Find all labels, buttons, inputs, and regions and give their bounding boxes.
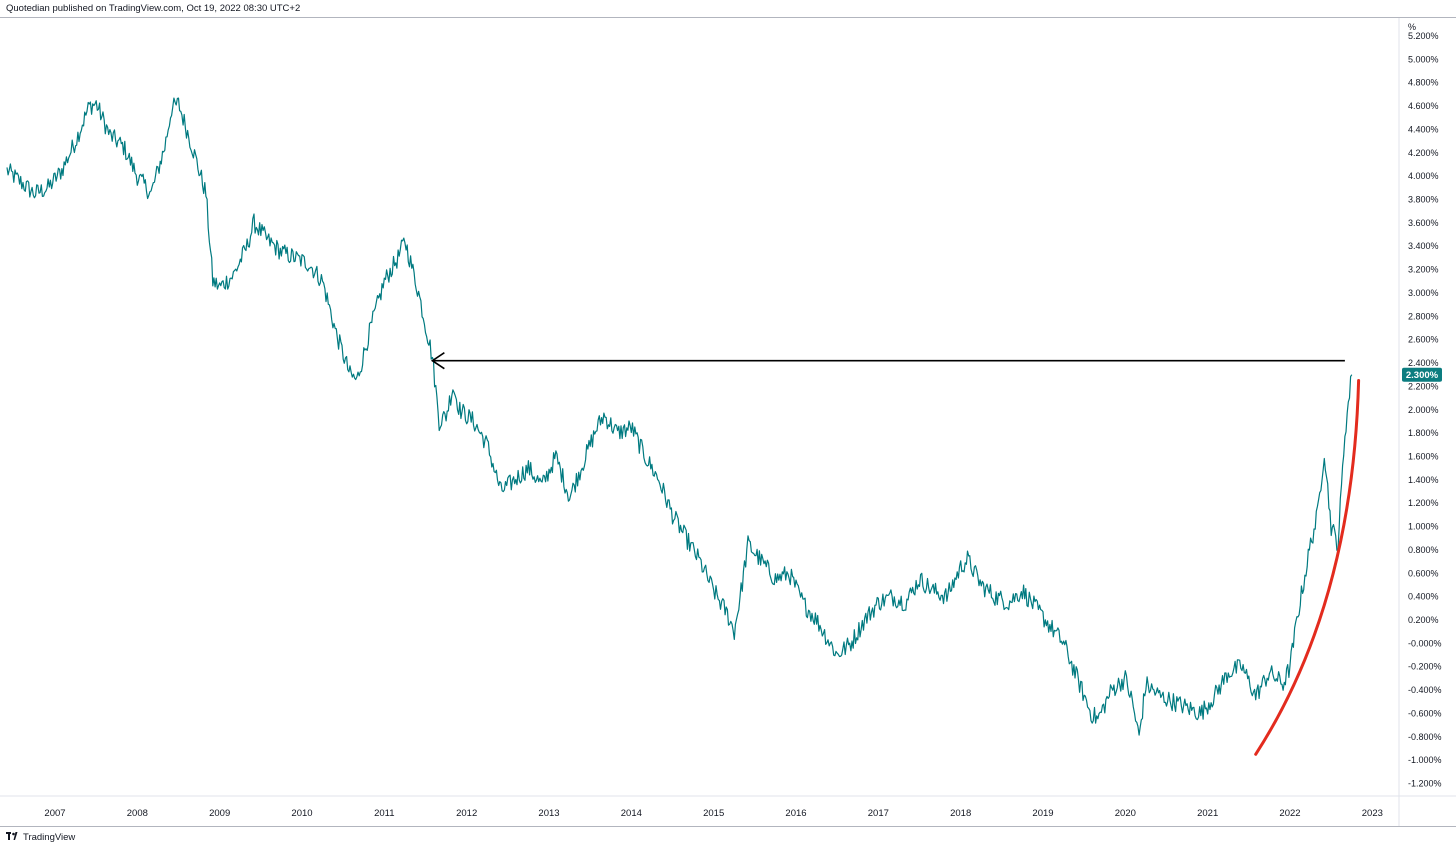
y-axis-unit: % xyxy=(1408,22,1416,32)
y-tick-label: -1.200% xyxy=(1408,779,1442,789)
y-tick-label: 0.200% xyxy=(1408,615,1439,625)
last-value-badge xyxy=(1402,367,1442,382)
y-tick-label: 2.000% xyxy=(1408,405,1439,415)
y-tick-label: 1.800% xyxy=(1408,428,1439,438)
y-tick-label: 1.200% xyxy=(1408,498,1439,508)
y-tick-label: -0.800% xyxy=(1408,732,1442,742)
y-tick-label: 3.800% xyxy=(1408,195,1439,205)
publisher-text: Quotedian published on TradingView.com, … xyxy=(6,3,301,14)
series-line xyxy=(6,97,1353,736)
y-axis: 5.200% 5.000% 4.800% 4.600% 4.400% 4.200% 4.00… xyxy=(1408,31,1442,789)
last-value-label: 2.300% xyxy=(1406,370,1439,381)
x-tick-label: 2008 xyxy=(127,808,148,819)
y-tick-label: 3.000% xyxy=(1408,288,1439,298)
y-tick-label: 2.800% xyxy=(1408,311,1439,321)
chart: 5.200% 5.000% 4.800% 4.600% 4.400% 4.200% 4.00… xyxy=(0,18,1456,826)
y-tick-label: 0.800% xyxy=(1408,545,1439,555)
series-group xyxy=(6,97,1353,736)
y-tick-label: 3.600% xyxy=(1408,218,1439,228)
y-tick-label: 4.200% xyxy=(1408,148,1439,158)
y-tick-label: 2.400% xyxy=(1408,358,1439,368)
y-tick-label: 2.200% xyxy=(1408,381,1439,391)
annotation-group xyxy=(430,352,1361,756)
x-tick-label: 2021 xyxy=(1197,808,1218,819)
x-tick-label: 2016 xyxy=(785,808,806,819)
brand-text: TradingView xyxy=(23,832,76,843)
y-tick-label: 4.400% xyxy=(1408,124,1439,134)
y-tick-label: -0.400% xyxy=(1408,685,1442,695)
y-tick-label: -1.000% xyxy=(1408,755,1442,765)
last-value-group: 2.300% xyxy=(1402,367,1442,382)
y-tick-label: 3.400% xyxy=(1408,241,1439,251)
annotation-arrowhead xyxy=(430,352,445,370)
y-tick-label: 4.800% xyxy=(1408,78,1439,88)
x-tick-label: 2009 xyxy=(209,808,230,819)
x-tick-label: 2012 xyxy=(456,808,477,819)
x-tick-label: 2010 xyxy=(291,808,312,819)
y-tick-label: -0.200% xyxy=(1408,662,1442,672)
y-tick-label: 4.600% xyxy=(1408,101,1439,111)
x-tick-label: 2014 xyxy=(621,808,642,819)
y-tick-label: 1.600% xyxy=(1408,451,1439,461)
y-tick-label: 1.000% xyxy=(1408,522,1439,532)
y-tick-label: 5.200% xyxy=(1408,31,1439,41)
x-tick-label: 2019 xyxy=(1032,808,1053,819)
x-tick-label: 2007 xyxy=(44,808,65,819)
x-tick-label: 2020 xyxy=(1115,808,1136,819)
x-axis: 2007 2008 2009 2010 2011 2012 2013 2014 2015 2016… xyxy=(44,808,1382,819)
y-tick-label: -0.000% xyxy=(1408,638,1442,648)
y-tick-label: 1.400% xyxy=(1408,475,1439,485)
y-tick-label: 2.600% xyxy=(1408,335,1439,345)
top-bar: Quotedian published on TradingView.com, … xyxy=(0,0,1456,18)
x-tick-label: 2013 xyxy=(538,808,559,819)
x-tick-label: 2022 xyxy=(1279,808,1300,819)
y-tick-label: 3.200% xyxy=(1408,265,1439,275)
tradingview-logo-icon xyxy=(6,832,20,843)
y-tick-label: 4.000% xyxy=(1408,171,1439,181)
annotation-curve[interactable] xyxy=(1254,379,1361,756)
x-tick-label: 2015 xyxy=(703,808,724,819)
y-tick-label: 0.600% xyxy=(1408,568,1439,578)
brand[interactable]: TradingView xyxy=(6,832,75,843)
x-tick-label: 2023 xyxy=(1362,808,1383,819)
x-tick-label: 2017 xyxy=(868,808,889,819)
y-tick-label: 5.000% xyxy=(1408,54,1439,64)
y-tick-label: 0.400% xyxy=(1408,592,1439,602)
y-tick-label: -0.600% xyxy=(1408,708,1442,718)
x-tick-label: 2011 xyxy=(374,808,394,819)
bottom-bar: TradingView xyxy=(0,826,1456,849)
x-tick-label: 2018 xyxy=(950,808,971,819)
